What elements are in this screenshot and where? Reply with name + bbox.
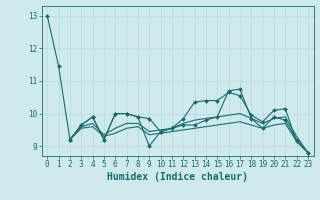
X-axis label: Humidex (Indice chaleur): Humidex (Indice chaleur)	[107, 172, 248, 182]
